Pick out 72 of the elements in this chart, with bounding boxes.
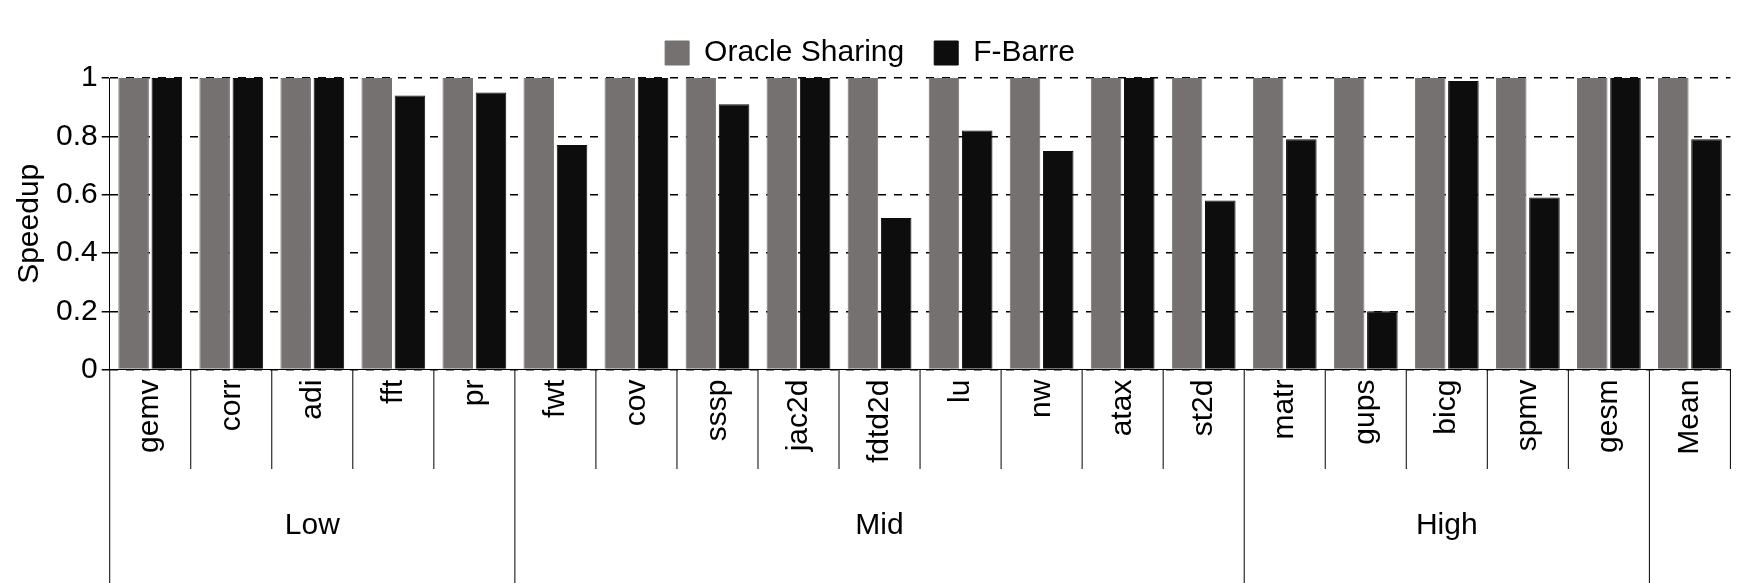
bar [280, 78, 311, 369]
bar [1171, 78, 1203, 369]
x-tick-label: cov [617, 379, 651, 427]
x-tick-label: bicg [1428, 379, 1462, 435]
bar [475, 92, 507, 369]
bar [1205, 200, 1236, 369]
bar [1691, 139, 1722, 369]
x-tick-label: gesm [1590, 379, 1624, 453]
bar [1658, 78, 1689, 369]
legend-label: Oracle Sharing [704, 34, 905, 68]
x-tick-label: gups [1347, 379, 1381, 445]
bar [718, 104, 750, 369]
bar [799, 78, 831, 369]
bar [523, 78, 555, 369]
bar [766, 78, 798, 369]
x-tick-label: corr [212, 379, 246, 432]
bar [313, 78, 345, 369]
x-tick-label: pr [455, 379, 489, 407]
bar [1576, 78, 1608, 369]
x-tick-label: Mean [1671, 379, 1705, 455]
y-tick-label: 0.6 [55, 175, 98, 209]
bar [1495, 78, 1527, 369]
x-tick-label: sssp [698, 379, 732, 442]
bar [556, 145, 588, 369]
bar [928, 78, 960, 369]
x-tick-label: spmv [1509, 379, 1543, 452]
bar [442, 78, 474, 369]
x-tick-label: atax [1103, 379, 1137, 437]
y-tick-label: 0.2 [55, 292, 98, 326]
y-tick-label: 0 [81, 350, 98, 384]
bar [1529, 197, 1560, 369]
x-tick-label: adi [293, 379, 327, 420]
x-tick-label: gemv [131, 379, 165, 453]
text: Mid [855, 507, 904, 541]
bar [361, 78, 392, 369]
bar [1367, 311, 1398, 369]
x-tick-label: lu [941, 379, 975, 403]
y-axis-title: Speedup [11, 163, 45, 284]
x-tick-label: fwt [536, 378, 570, 418]
bar [637, 78, 669, 369]
bar [199, 78, 230, 369]
bar [1090, 78, 1122, 369]
y-tick-label: 1 [81, 59, 98, 93]
y-tick-label: 0.4 [55, 234, 98, 268]
bar [685, 78, 717, 369]
legend-label: F-Barre [973, 34, 1075, 68]
bar [1123, 78, 1155, 369]
bar [1286, 139, 1317, 369]
x-tick-label: jac2d [779, 379, 813, 453]
bar [1333, 78, 1365, 369]
bar [1448, 80, 1479, 369]
bar [961, 130, 993, 369]
bar [880, 217, 912, 369]
bar [1414, 78, 1446, 369]
bar [151, 78, 183, 369]
x-tick-label: fdtd2d [860, 379, 894, 464]
bar [1610, 78, 1641, 369]
bar [1042, 150, 1074, 369]
bar [1252, 78, 1284, 369]
bar [604, 78, 636, 369]
bar [1009, 78, 1041, 369]
text: Low [284, 507, 341, 541]
bar [118, 78, 149, 369]
y-tick-label: 0.8 [55, 117, 98, 151]
x-tick-label: nw [1022, 379, 1056, 418]
x-tick-label: fft [374, 378, 408, 405]
x-tick-label: st2d [1184, 379, 1218, 437]
bar [394, 95, 426, 369]
bar [847, 78, 879, 369]
bar [232, 78, 264, 369]
text: High [1415, 507, 1478, 541]
x-tick-label: matr [1265, 379, 1299, 440]
